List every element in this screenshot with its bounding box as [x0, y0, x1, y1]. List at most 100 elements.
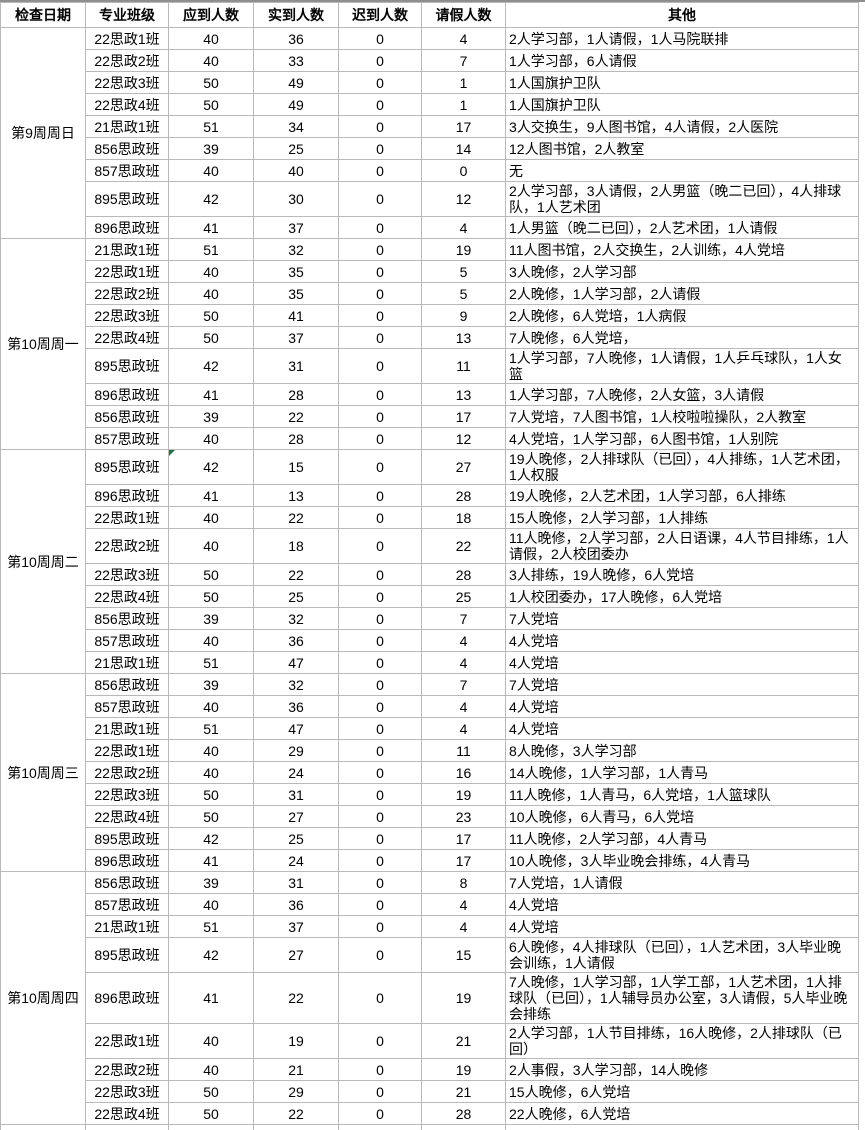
- other-notes-cell[interactable]: 3人排练，19人晚修，6人党培: [506, 564, 859, 586]
- leave-count-cell[interactable]: 21: [422, 1081, 506, 1103]
- expected-count-cell[interactable]: 40: [169, 283, 254, 305]
- expected-count-cell[interactable]: 39: [169, 138, 254, 160]
- class-name-cell[interactable]: 857思政班: [86, 428, 169, 450]
- leave-count-cell[interactable]: 5: [422, 261, 506, 283]
- other-notes-cell[interactable]: 8人晚修，3人学习部: [506, 740, 859, 762]
- other-notes-cell[interactable]: 1人学习部，6人请假: [506, 50, 859, 72]
- class-name-cell[interactable]: 21思政1班: [86, 916, 169, 938]
- leave-count-cell[interactable]: 16: [422, 762, 506, 784]
- actual-count-cell[interactable]: 49: [254, 72, 339, 94]
- other-notes-cell[interactable]: 14人晚修，1人学习部，1人青马: [506, 762, 859, 784]
- expected-count-cell[interactable]: 51: [169, 652, 254, 674]
- actual-count-cell[interactable]: 27: [254, 938, 339, 973]
- class-name-cell[interactable]: 856思政班: [86, 872, 169, 894]
- actual-count-cell[interactable]: 35: [254, 283, 339, 305]
- class-name-cell[interactable]: 857思政班: [86, 894, 169, 916]
- other-notes-cell[interactable]: 1人国旗护卫队: [506, 72, 859, 94]
- leave-count-cell[interactable]: 4: [422, 652, 506, 674]
- expected-count-cell[interactable]: 40: [169, 1059, 254, 1081]
- class-name-cell[interactable]: 22思政3班: [86, 784, 169, 806]
- actual-count-cell[interactable]: 13: [254, 485, 339, 507]
- actual-count-cell[interactable]: 22: [254, 1103, 339, 1125]
- expected-count-cell[interactable]: 50: [169, 72, 254, 94]
- other-notes-cell[interactable]: 3人交换生，9人图书馆，4人请假，2人医院: [506, 116, 859, 138]
- leave-count-cell[interactable]: 4: [422, 718, 506, 740]
- other-notes-cell[interactable]: 11人图书馆，2人交换生，2人训练，4人党培: [506, 239, 859, 261]
- late-count-cell[interactable]: 0: [339, 261, 422, 283]
- late-count-cell[interactable]: 0: [339, 586, 422, 608]
- check-date-cell[interactable]: 第10周周四: [1, 872, 86, 1125]
- late-count-cell[interactable]: 0: [339, 718, 422, 740]
- class-name-cell[interactable]: 22思政3班: [86, 564, 169, 586]
- actual-count-cell[interactable]: 40: [254, 160, 339, 182]
- class-name-cell[interactable]: 22思政1班: [86, 28, 169, 50]
- expected-count-cell[interactable]: 50: [169, 564, 254, 586]
- class-name-cell[interactable]: 856思政班: [86, 674, 169, 696]
- leave-count-cell[interactable]: 28: [422, 485, 506, 507]
- empty-cell[interactable]: [1, 1125, 86, 1130]
- actual-count-cell[interactable]: 21: [254, 1059, 339, 1081]
- leave-count-cell[interactable]: 11: [422, 349, 506, 384]
- late-count-cell[interactable]: 0: [339, 406, 422, 428]
- other-notes-cell[interactable]: 12人图书馆，2人教室: [506, 138, 859, 160]
- other-notes-cell[interactable]: 11人晚修，2人学习部，2人日语课，4人节目排练，1人请假，2人校团委办: [506, 529, 859, 564]
- late-count-cell[interactable]: 0: [339, 182, 422, 217]
- actual-count-cell[interactable]: 22: [254, 507, 339, 529]
- actual-count-cell[interactable]: 25: [254, 138, 339, 160]
- leave-count-cell[interactable]: 17: [422, 116, 506, 138]
- class-name-cell[interactable]: 896思政班: [86, 384, 169, 406]
- other-notes-cell[interactable]: 6人晚修，4人排球队（已回），1人艺术团，3人毕业晚会训练，1人请假: [506, 938, 859, 973]
- expected-count-cell[interactable]: 50: [169, 94, 254, 116]
- class-name-cell[interactable]: 22思政3班: [86, 72, 169, 94]
- other-notes-cell[interactable]: 2人学习部，3人请假，2人男篮（晚二已回），4人排球队，1人艺术团: [506, 182, 859, 217]
- other-notes-cell[interactable]: 19人晚修，2人排球队（已回），4人排练，1人艺术团，1人权服: [506, 450, 859, 485]
- expected-count-cell[interactable]: 51: [169, 239, 254, 261]
- expected-count-cell[interactable]: 42: [169, 349, 254, 384]
- class-name-cell[interactable]: 22思政2班: [86, 762, 169, 784]
- leave-count-cell[interactable]: 17: [422, 406, 506, 428]
- class-name-cell[interactable]: 856思政班: [86, 608, 169, 630]
- expected-count-cell[interactable]: 50: [169, 586, 254, 608]
- actual-count-cell[interactable]: 24: [254, 762, 339, 784]
- class-name-cell[interactable]: 22思政1班: [86, 1024, 169, 1059]
- actual-count-cell[interactable]: 30: [254, 182, 339, 217]
- class-name-cell[interactable]: 896思政班: [86, 850, 169, 872]
- late-count-cell[interactable]: 0: [339, 850, 422, 872]
- actual-count-cell[interactable]: 25: [254, 586, 339, 608]
- actual-count-cell[interactable]: 31: [254, 872, 339, 894]
- class-name-cell[interactable]: 856思政班: [86, 138, 169, 160]
- expected-count-cell[interactable]: 41: [169, 973, 254, 1024]
- late-count-cell[interactable]: 0: [339, 894, 422, 916]
- leave-count-cell[interactable]: 1: [422, 72, 506, 94]
- actual-count-cell[interactable]: 37: [254, 327, 339, 349]
- other-notes-cell[interactable]: 4人党培: [506, 630, 859, 652]
- other-notes-cell[interactable]: 2人学习部，1人节目排练，16人晚修，2人排球队（已回）: [506, 1024, 859, 1059]
- other-notes-cell[interactable]: 22人晚修，6人党培: [506, 1103, 859, 1125]
- other-notes-cell[interactable]: 7人党培: [506, 608, 859, 630]
- leave-count-cell[interactable]: 23: [422, 806, 506, 828]
- class-name-cell[interactable]: 857思政班: [86, 630, 169, 652]
- actual-count-cell[interactable]: 24: [254, 850, 339, 872]
- leave-count-cell[interactable]: 4: [422, 630, 506, 652]
- class-name-cell[interactable]: 896思政班: [86, 217, 169, 239]
- other-notes-cell[interactable]: 10人晚修，3人毕业晚会排练，4人青马: [506, 850, 859, 872]
- late-count-cell[interactable]: 0: [339, 529, 422, 564]
- late-count-cell[interactable]: 0: [339, 872, 422, 894]
- class-name-cell[interactable]: 21思政1班: [86, 239, 169, 261]
- class-name-cell[interactable]: 857思政班: [86, 160, 169, 182]
- expected-count-cell[interactable]: 51: [169, 718, 254, 740]
- actual-count-cell[interactable]: 32: [254, 239, 339, 261]
- late-count-cell[interactable]: 0: [339, 94, 422, 116]
- late-count-cell[interactable]: 0: [339, 1024, 422, 1059]
- other-notes-cell[interactable]: 1人男篮（晚二已回），2人艺术团，1人请假: [506, 217, 859, 239]
- other-notes-cell[interactable]: 15人晚修，2人学习部，1人排练: [506, 507, 859, 529]
- empty-cell[interactable]: [86, 1125, 169, 1130]
- other-notes-cell[interactable]: 11人晚修，1人青马，6人党培，1人篮球队: [506, 784, 859, 806]
- header-other[interactable]: 其他: [506, 3, 859, 28]
- leave-count-cell[interactable]: 0: [422, 160, 506, 182]
- check-date-cell[interactable]: 第10周周三: [1, 674, 86, 872]
- class-name-cell[interactable]: 895思政班: [86, 828, 169, 850]
- expected-count-cell[interactable]: 40: [169, 28, 254, 50]
- expected-count-cell[interactable]: 42: [169, 450, 254, 485]
- empty-cell[interactable]: [422, 1125, 506, 1130]
